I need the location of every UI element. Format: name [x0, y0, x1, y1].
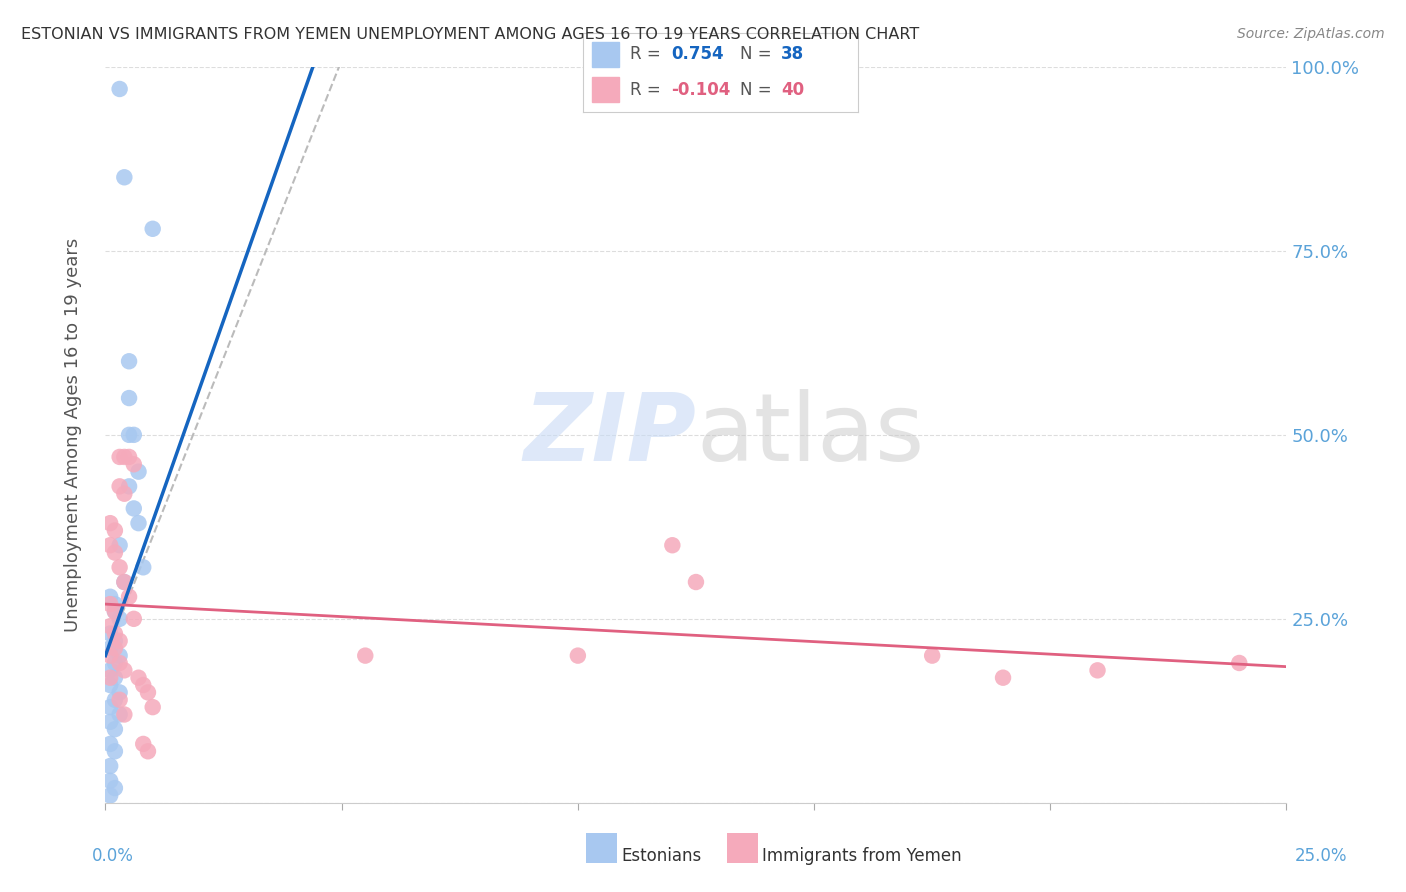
Point: [104, 692, 127, 706]
Point: [122, 612, 145, 626]
Point: [108, 633, 131, 648]
Point: [132, 678, 155, 692]
Point: [98, 714, 121, 729]
Text: N =: N =: [740, 80, 776, 98]
Text: R =: R =: [630, 80, 666, 98]
Point: [104, 545, 127, 560]
Point: [118, 391, 141, 405]
Point: [132, 560, 155, 574]
Point: [118, 450, 141, 464]
Point: [108, 685, 131, 699]
Y-axis label: Unemployment Among Ages 16 to 19 years: Unemployment Among Ages 16 to 19 years: [63, 238, 82, 632]
Text: atlas: atlas: [696, 389, 924, 481]
Text: 25.0%: 25.0%: [1295, 847, 1347, 865]
Point: [104, 781, 127, 796]
Point: [108, 707, 131, 722]
Point: [98, 789, 121, 803]
Point: [104, 633, 127, 648]
Point: [122, 427, 145, 442]
Point: [118, 590, 141, 604]
Point: [104, 641, 127, 656]
Point: [98, 626, 121, 640]
Point: [98, 597, 121, 611]
Point: [112, 664, 135, 678]
Bar: [592, 42, 619, 67]
Text: 38: 38: [780, 45, 804, 63]
Point: [118, 479, 141, 493]
Text: ZIP: ZIP: [523, 389, 696, 481]
Point: [98, 590, 121, 604]
Point: [104, 626, 127, 640]
Point: [921, 648, 943, 663]
Point: [98, 700, 121, 714]
Point: [108, 648, 131, 663]
Text: 0.0%: 0.0%: [91, 847, 134, 865]
Point: [142, 700, 165, 714]
Point: [122, 501, 145, 516]
Bar: [592, 77, 619, 102]
Point: [108, 82, 131, 96]
Point: [104, 656, 127, 670]
Point: [108, 612, 131, 626]
Point: [108, 560, 131, 574]
Point: [98, 619, 121, 633]
Point: [112, 487, 135, 501]
Point: [104, 597, 127, 611]
Point: [1087, 664, 1109, 678]
Point: [108, 692, 131, 706]
Point: [132, 737, 155, 751]
Point: [98, 641, 121, 656]
Point: [108, 450, 131, 464]
Point: [108, 656, 131, 670]
Point: [685, 575, 707, 590]
Point: [128, 671, 150, 685]
Text: N =: N =: [740, 45, 776, 63]
Point: [108, 479, 131, 493]
Point: [112, 450, 135, 464]
Point: [104, 744, 127, 758]
Point: [661, 538, 683, 552]
Text: Immigrants from Yemen: Immigrants from Yemen: [762, 847, 962, 865]
Point: [104, 723, 127, 737]
Text: R =: R =: [630, 45, 666, 63]
Text: 40: 40: [780, 80, 804, 98]
Point: [104, 671, 127, 685]
Text: -0.104: -0.104: [671, 80, 731, 98]
Point: [98, 648, 121, 663]
Point: [98, 759, 121, 773]
Point: [118, 427, 141, 442]
Point: [118, 354, 141, 368]
Text: 0.754: 0.754: [671, 45, 724, 63]
Point: [108, 538, 131, 552]
Text: Source: ZipAtlas.com: Source: ZipAtlas.com: [1237, 27, 1385, 41]
Point: [136, 744, 159, 758]
Point: [128, 516, 150, 530]
Point: [98, 737, 121, 751]
Point: [112, 575, 135, 590]
Point: [98, 664, 121, 678]
Point: [991, 671, 1014, 685]
Point: [112, 170, 135, 185]
Point: [98, 678, 121, 692]
Point: [98, 671, 121, 685]
Point: [122, 457, 145, 471]
Text: ESTONIAN VS IMMIGRANTS FROM YEMEN UNEMPLOYMENT AMONG AGES 16 TO 19 YEARS CORRELA: ESTONIAN VS IMMIGRANTS FROM YEMEN UNEMPL…: [21, 27, 920, 42]
Point: [128, 465, 150, 479]
Point: [142, 222, 165, 236]
Point: [1227, 656, 1250, 670]
Point: [98, 773, 121, 788]
Point: [98, 538, 121, 552]
Text: Estonians: Estonians: [621, 847, 702, 865]
Point: [112, 707, 135, 722]
Point: [567, 648, 589, 663]
Point: [104, 605, 127, 619]
Point: [354, 648, 377, 663]
Point: [136, 685, 159, 699]
Point: [104, 605, 127, 619]
Point: [98, 516, 121, 530]
Point: [104, 524, 127, 538]
Point: [112, 575, 135, 590]
